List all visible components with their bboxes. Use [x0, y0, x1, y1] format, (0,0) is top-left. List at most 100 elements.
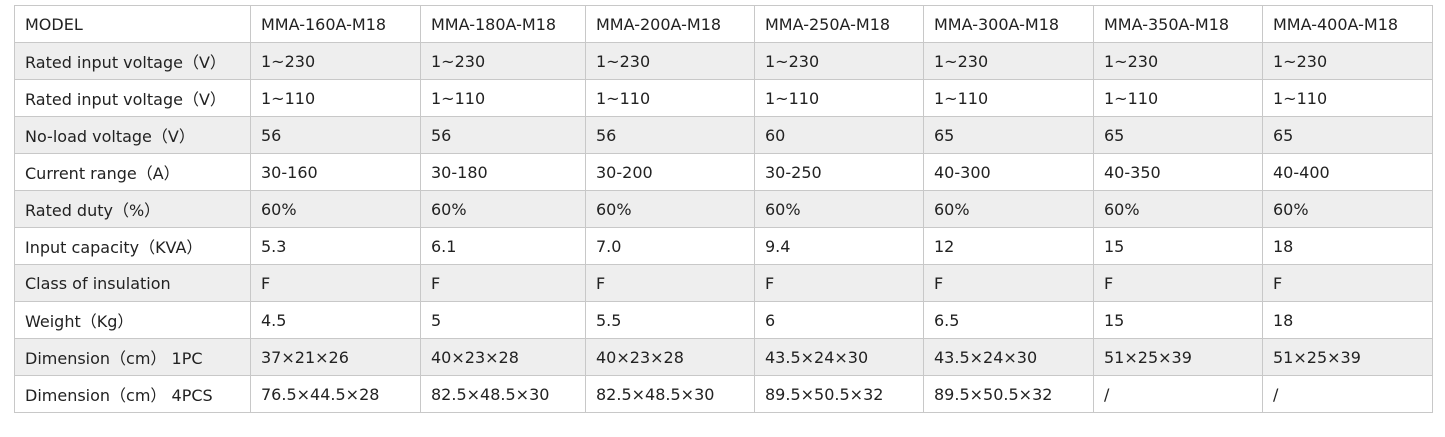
table-row: Dimension（cm） 4PCS 76.5×44.5×28 82.5×48.5×…: [14, 375, 1433, 413]
row-label: Dimension（cm） 1PC: [14, 338, 251, 376]
cell: 1~230: [754, 42, 924, 80]
cell: 1~110: [250, 79, 421, 117]
cell: 1~110: [754, 79, 924, 117]
cell: 1~110: [1093, 79, 1263, 117]
cell: F: [1093, 264, 1263, 302]
table-row: No-load voltage（V） 56 56 56 60 65 65 65: [14, 116, 1433, 154]
cell: 30-160: [250, 153, 421, 191]
cell: 15: [1093, 301, 1263, 339]
cell: 5: [420, 301, 586, 339]
cell: 60%: [585, 190, 755, 228]
cell: 89.5×50.5×32: [923, 375, 1094, 413]
cell: 60%: [923, 190, 1094, 228]
cell: 40×23×28: [585, 338, 755, 376]
cell: F: [754, 264, 924, 302]
cell: 37×21×26: [250, 338, 421, 376]
cell: 60%: [420, 190, 586, 228]
cell: 40×23×28: [420, 338, 586, 376]
row-label: MODEL: [14, 5, 251, 43]
cell: 6: [754, 301, 924, 339]
cell: 18: [1262, 301, 1433, 339]
cell: 43.5×24×30: [754, 338, 924, 376]
cell: 60%: [1093, 190, 1263, 228]
cell: 15: [1093, 227, 1263, 265]
row-label: Rated input voltage（V）: [14, 79, 251, 117]
cell: 5.5: [585, 301, 755, 339]
row-label: Dimension（cm） 4PCS: [14, 375, 251, 413]
table-row: Current range（A） 30-160 30-180 30-200 30-250…: [14, 153, 1433, 191]
row-label: Weight（Kg）: [14, 301, 251, 339]
cell: 30-250: [754, 153, 924, 191]
cell: 1~230: [420, 42, 586, 80]
row-label: Rated input voltage（V）: [14, 42, 251, 80]
cell: 65: [1093, 116, 1263, 154]
cell: /: [1093, 375, 1263, 413]
cell: 60%: [754, 190, 924, 228]
cell: MMA-300A-M18: [923, 5, 1094, 43]
cell: 30-180: [420, 153, 586, 191]
cell: 60%: [250, 190, 421, 228]
cell: MMA-160A-M18: [250, 5, 421, 43]
cell: 12: [923, 227, 1094, 265]
cell: MMA-400A-M18: [1262, 5, 1433, 43]
cell: F: [250, 264, 421, 302]
cell: 51×25×39: [1093, 338, 1263, 376]
table-row: Rated input voltage（V） 1~230 1~230 1~230 1~2…: [14, 42, 1433, 80]
cell: 60: [754, 116, 924, 154]
cell: 43.5×24×30: [923, 338, 1094, 376]
row-label: Input capacity（KVA）: [14, 227, 251, 265]
cell: F: [420, 264, 586, 302]
table-body: MODEL MMA-160A-M18 MMA-180A-M18 MMA-200A-M1…: [14, 5, 1433, 413]
cell: 1~230: [1093, 42, 1263, 80]
table-row: Class of insulation F F F F F F F: [14, 264, 1433, 302]
cell: 65: [923, 116, 1094, 154]
cell: 1~230: [585, 42, 755, 80]
table-row: Rated input voltage（V） 1~110 1~110 1~110 1~1…: [14, 79, 1433, 117]
spec-table: MODEL MMA-160A-M18 MMA-180A-M18 MMA-200A-M1…: [14, 5, 1433, 413]
cell: 40-300: [923, 153, 1094, 191]
cell: 51×25×39: [1262, 338, 1433, 376]
cell: 56: [250, 116, 421, 154]
cell: 82.5×48.5×30: [585, 375, 755, 413]
row-label: Class of insulation: [14, 264, 251, 302]
cell: 7.0: [585, 227, 755, 265]
cell: 1~230: [250, 42, 421, 80]
cell: 40-350: [1093, 153, 1263, 191]
cell: 1~110: [923, 79, 1094, 117]
table-row: Input capacity（KVA） 5.3 6.1 7.0 9.4 12 15 18: [14, 227, 1433, 265]
cell: MMA-250A-M18: [754, 5, 924, 43]
cell: 56: [420, 116, 586, 154]
cell: F: [585, 264, 755, 302]
cell: /: [1262, 375, 1433, 413]
table-row: Weight（Kg） 4.5 5 5.5 6 6.5 15 18: [14, 301, 1433, 339]
cell: 4.5: [250, 301, 421, 339]
cell: 5.3: [250, 227, 421, 265]
cell: 56: [585, 116, 755, 154]
cell: 1~230: [923, 42, 1094, 80]
cell: 1~230: [1262, 42, 1433, 80]
row-label: Current range（A）: [14, 153, 251, 191]
cell: F: [923, 264, 1094, 302]
cell: 1~110: [420, 79, 586, 117]
cell: F: [1262, 264, 1433, 302]
cell: 40-400: [1262, 153, 1433, 191]
cell: 6.5: [923, 301, 1094, 339]
header-row: MODEL MMA-160A-M18 MMA-180A-M18 MMA-200A-M1…: [14, 5, 1433, 43]
cell: 60%: [1262, 190, 1433, 228]
table-row: Rated duty（%） 60% 60% 60% 60% 60% 60% 60%: [14, 190, 1433, 228]
table-row: Dimension（cm） 1PC 37×21×26 40×23×28 40×23×2…: [14, 338, 1433, 376]
cell: 9.4: [754, 227, 924, 265]
cell: 82.5×48.5×30: [420, 375, 586, 413]
row-label: No-load voltage（V）: [14, 116, 251, 154]
cell: 1~110: [1262, 79, 1433, 117]
cell: 30-200: [585, 153, 755, 191]
cell: 18: [1262, 227, 1433, 265]
cell: MMA-350A-M18: [1093, 5, 1263, 43]
cell: 6.1: [420, 227, 586, 265]
cell: 65: [1262, 116, 1433, 154]
cell: MMA-200A-M18: [585, 5, 755, 43]
cell: 76.5×44.5×28: [250, 375, 421, 413]
cell: 89.5×50.5×32: [754, 375, 924, 413]
row-label: Rated duty（%）: [14, 190, 251, 228]
